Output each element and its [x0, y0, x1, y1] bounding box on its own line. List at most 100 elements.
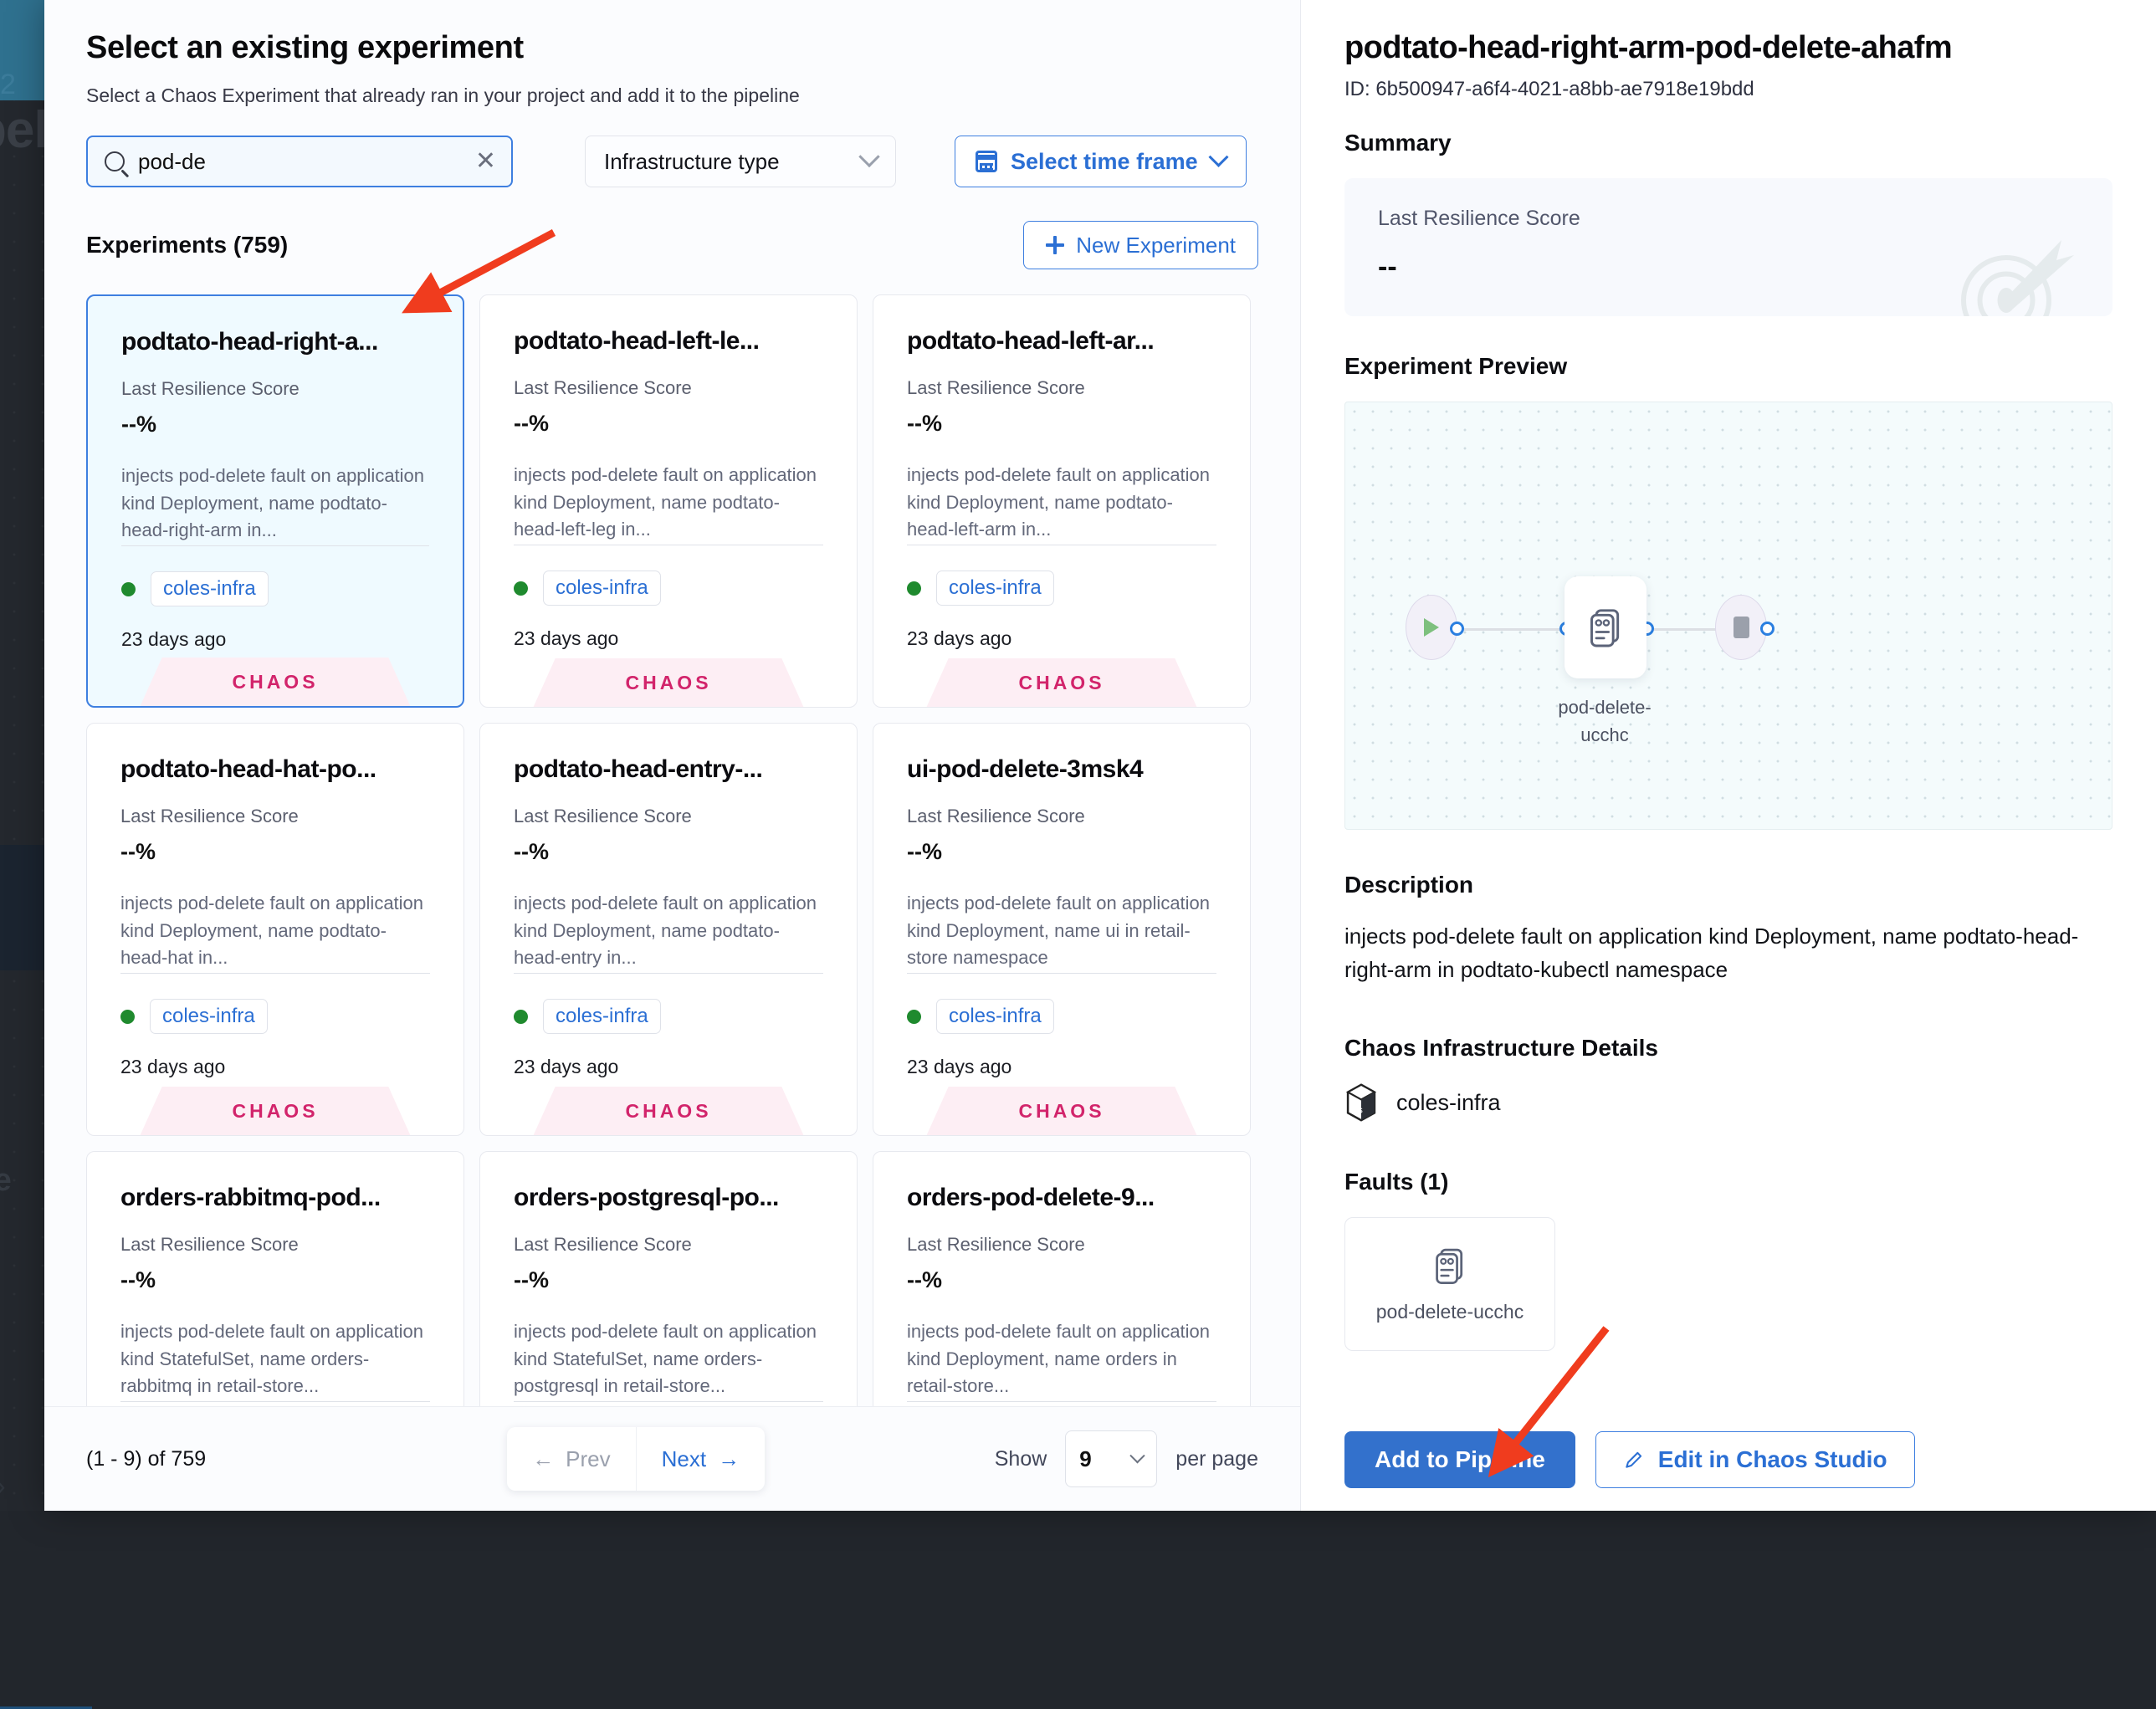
- search-icon: [105, 151, 125, 171]
- experiment-card-score-value: --%: [514, 1267, 823, 1293]
- experiment-card-score-label: Last Resilience Score: [121, 378, 429, 400]
- fault-card-label: pod-delete-ucchc: [1376, 1301, 1524, 1323]
- per-page-value: 9: [1079, 1446, 1091, 1472]
- experiment-card[interactable]: podtato-head-left-ar... Last Resilience S…: [873, 294, 1251, 708]
- infra-chip[interactable]: coles-infra: [543, 999, 661, 1034]
- chaos-ribbon: CHAOS: [87, 1087, 463, 1135]
- experiment-card-description: injects pod-delete fault on application …: [907, 462, 1216, 545]
- chaos-ribbon: CHAOS: [873, 658, 1250, 707]
- experiment-card[interactable]: podtato-head-entry-...Last Resilience Sc…: [479, 723, 858, 1136]
- experiment-card-infra-row: coles-infra: [907, 571, 1216, 606]
- experiment-card-infra-row: coles-infra: [907, 999, 1216, 1034]
- chevron-down-icon: [858, 146, 879, 167]
- clear-search-icon[interactable]: ✕: [475, 149, 496, 174]
- experiment-card-description: injects pod-delete fault on application …: [514, 890, 823, 974]
- next-page-button[interactable]: Next →: [636, 1427, 765, 1491]
- show-label: Show: [995, 1447, 1047, 1471]
- new-experiment-button[interactable]: New Experiment: [1023, 221, 1258, 269]
- infra-chip[interactable]: coles-infra: [150, 999, 268, 1034]
- fault-node[interactable]: [1565, 576, 1646, 678]
- prev-page-label: Prev: [566, 1446, 610, 1472]
- edit-in-chaos-studio-button[interactable]: Edit in Chaos Studio: [1595, 1431, 1915, 1488]
- experiment-card-score-label: Last Resilience Score: [907, 377, 1216, 399]
- chaos-infrastructure-name: coles-infra: [1396, 1090, 1501, 1116]
- plus-icon: [1046, 236, 1064, 254]
- list-footer: (1 - 9) of 759 ← Prev Next → Show 9 per …: [44, 1406, 1300, 1511]
- infra-chip[interactable]: coles-infra: [543, 571, 661, 606]
- experiment-card-title: podtato-head-entry-...: [514, 755, 823, 784]
- chevron-right-icon: ›: [0, 1471, 6, 1502]
- per-page-select[interactable]: 9: [1065, 1430, 1157, 1487]
- experiment-list-scroll[interactable]: Select an existing experiment Select a C…: [44, 0, 1300, 1406]
- summary-card: Last Resilience Score --: [1344, 178, 2112, 316]
- chaos-ribbon: CHAOS: [480, 1087, 857, 1135]
- calendar-icon: [976, 151, 997, 172]
- experiment-preview-canvas[interactable]: pod-delete-ucchc: [1344, 402, 2112, 830]
- experiment-card-score-value: --%: [120, 1267, 430, 1293]
- infrastructure-type-select[interactable]: Infrastructure type: [585, 136, 896, 187]
- experiment-card[interactable]: orders-rabbitmq-pod...Last Resilience Sc…: [86, 1151, 464, 1406]
- page-title: Select an existing experiment: [86, 30, 1258, 66]
- target-illustration: [1954, 223, 2079, 316]
- chaos-ribbon: CHAOS: [88, 658, 463, 706]
- status-dot-icon: [907, 581, 921, 596]
- infra-chip[interactable]: coles-infra: [151, 571, 269, 606]
- chaos-infrastructure-row: s coles-infra: [1344, 1083, 2112, 1122]
- experiment-card-timestamp: 23 days ago: [907, 1056, 1216, 1078]
- per-page-group: Show 9 per page: [995, 1430, 1258, 1487]
- arrow-right-icon: →: [718, 1446, 740, 1472]
- chevron-down-icon: [1130, 1448, 1145, 1463]
- search-input[interactable]: [138, 149, 462, 175]
- search-input-wrapper[interactable]: ✕: [86, 136, 513, 187]
- experiment-card-title: podtato-head-left-le...: [514, 327, 823, 356]
- fault-node-icon: [1432, 1246, 1467, 1286]
- chaos-infrastructure-heading: Chaos Infrastructure Details: [1344, 1035, 2112, 1062]
- experiment-card-grid: podtato-head-right-a...Last Resilience S…: [86, 294, 1258, 1406]
- status-dot-icon: [907, 1010, 921, 1024]
- summary-heading: Summary: [1344, 130, 2112, 156]
- experiment-card[interactable]: podtato-head-left-le...Last Resilience S…: [479, 294, 858, 708]
- infra-chip[interactable]: coles-infra: [936, 571, 1054, 606]
- experiment-card[interactable]: orders-postgresql-po...Last Resilience S…: [479, 1151, 858, 1406]
- chaos-ribbon-label: CHAOS: [232, 671, 318, 693]
- experiment-card-infra-row: coles-infra: [120, 999, 430, 1034]
- experiment-card-description: injects pod-delete fault on application …: [120, 890, 430, 974]
- experiment-preview-heading: Experiment Preview: [1344, 353, 2112, 380]
- infra-chip[interactable]: coles-infra: [936, 999, 1054, 1034]
- backdrop-breadcrumb: 2: [0, 69, 17, 101]
- experiment-card-score-value: --%: [121, 412, 429, 437]
- detail-footer: Add to Pipeline Edit in Chaos Studio: [1301, 1409, 2156, 1511]
- chaos-ribbon-label: CHAOS: [1018, 672, 1104, 694]
- chaos-ribbon-label: CHAOS: [1018, 1100, 1104, 1123]
- experiment-card[interactable]: podtato-head-right-a...Last Resilience S…: [86, 294, 464, 708]
- experiment-card-score-value: --%: [907, 1267, 1216, 1293]
- kubernetes-cube-icon: s: [1344, 1083, 1378, 1122]
- experiment-card-score-label: Last Resilience Score: [120, 1234, 430, 1256]
- select-time-frame-label: Select time frame: [1011, 149, 1198, 175]
- experiment-card-score-value: --%: [514, 839, 823, 865]
- experiment-card-score-value: --%: [120, 839, 430, 865]
- select-time-frame-button[interactable]: Select time frame: [955, 136, 1247, 187]
- experiment-card[interactable]: orders-pod-delete-9...Last Resilience Sc…: [873, 1151, 1251, 1406]
- experiment-card[interactable]: podtato-head-hat-po...Last Resilience Sc…: [86, 723, 464, 1136]
- status-dot-icon: [514, 581, 528, 596]
- experiment-card-score-label: Last Resilience Score: [514, 1234, 823, 1256]
- chevron-down-icon: [1208, 146, 1228, 166]
- fault-card[interactable]: pod-delete-ucchc: [1344, 1217, 1555, 1351]
- pencil-icon: [1623, 1449, 1645, 1471]
- status-dot-icon: [121, 582, 136, 596]
- experiment-card-score-label: Last Resilience Score: [120, 806, 430, 827]
- experiment-card-title: podtato-head-left-ar...: [907, 327, 1216, 356]
- graph-edge: [1462, 628, 1565, 631]
- prev-page-button[interactable]: ← Prev: [507, 1427, 635, 1491]
- pipeline-end-node[interactable]: [1715, 595, 1767, 660]
- experiment-card-timestamp: 23 days ago: [514, 627, 823, 650]
- filter-row: ✕ Infrastructure type Select time frame: [86, 136, 1258, 187]
- experiment-card-score-value: --%: [907, 411, 1216, 437]
- select-experiment-modal: Select an existing experiment Select a C…: [44, 0, 2156, 1511]
- node-port[interactable]: [1760, 622, 1774, 636]
- add-to-pipeline-button[interactable]: Add to Pipeline: [1344, 1431, 1575, 1488]
- node-port[interactable]: [1450, 622, 1464, 636]
- new-experiment-label: New Experiment: [1076, 233, 1236, 258]
